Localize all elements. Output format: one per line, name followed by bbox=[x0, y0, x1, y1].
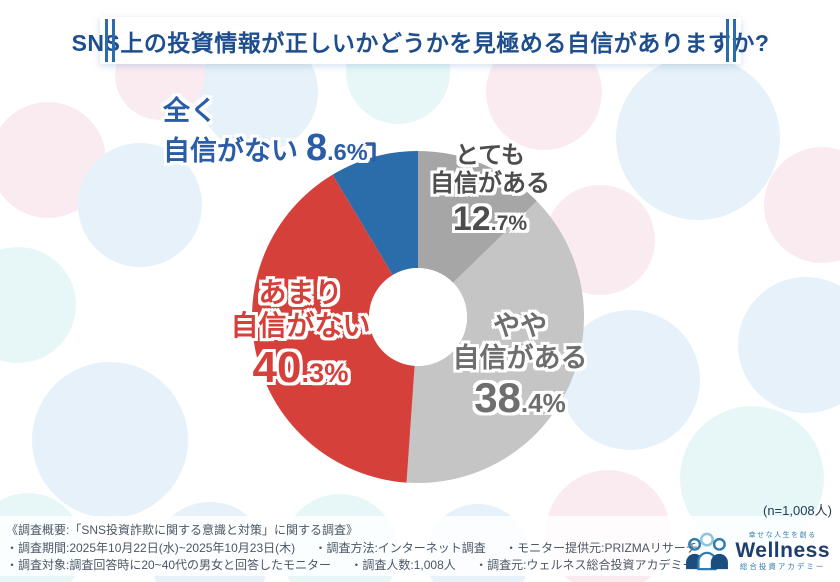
people-group-icon bbox=[686, 532, 729, 571]
survey-source: ・調査元:ウェルネス総合投資アカデミー bbox=[475, 558, 695, 572]
slice-label-line: あまり bbox=[258, 277, 343, 308]
slice-percent: 38.4% bbox=[474, 374, 566, 421]
survey-period: ・調査期間:2025年10月22日(水)~2025年10月23日(木) bbox=[6, 540, 296, 555]
survey-overview-line2: ・調査期間:2025年10月22日(水)~2025年10月23日(木) ・調査方… bbox=[6, 540, 714, 558]
slice-label-line: やや bbox=[493, 311, 547, 341]
background-circle bbox=[616, 56, 780, 220]
slice-label-yaya: やや 自信がある 38.4% bbox=[435, 310, 605, 427]
pie-slice-3 bbox=[332, 151, 418, 275]
background-circle bbox=[0, 247, 76, 363]
background-circle bbox=[0, 102, 106, 218]
slice-label-amari: あまり 自信がない 40.3% bbox=[213, 276, 388, 399]
leader-line-bracket bbox=[348, 142, 376, 162]
survey-method: ・調査方法:インターネット調査 bbox=[314, 540, 486, 555]
slice-percent: 8.6% bbox=[306, 127, 368, 169]
slice-label-totemo: とても 自信がある 12.7% bbox=[415, 142, 565, 245]
slice-label-mattaku: 全く 自信がない 8.6% bbox=[163, 95, 393, 173]
pie-slice-2 bbox=[252, 174, 415, 483]
slice-percent: 12.7% bbox=[452, 200, 528, 238]
survey-overview-line1: 《調査概要:「SNS投資詐欺に関する意識と対策」に関する調査》 bbox=[6, 523, 359, 537]
background-circle bbox=[32, 362, 188, 518]
sample-size-label: (n=1,008人) bbox=[762, 503, 832, 518]
background-circle bbox=[738, 277, 840, 413]
page-title: SNS上の投資情報が正しいかどうかを見極める自信がありますか? bbox=[71, 29, 770, 56]
logo-name: Wellness bbox=[735, 539, 830, 562]
survey-overview: 《調査概要:「SNS投資詐欺に関する意識と対策」に関する調査》 ・調査期間:20… bbox=[6, 522, 714, 575]
donut-hole bbox=[369, 268, 467, 366]
slice-label-line: 自信がある bbox=[430, 170, 550, 197]
slice-label-line: 自信がない bbox=[163, 136, 298, 166]
slice-label-line: 自信がある bbox=[452, 343, 588, 373]
slice-label-line: 自信がない bbox=[230, 310, 371, 341]
title-double-bar-right bbox=[726, 19, 736, 62]
donut-chart bbox=[252, 151, 584, 483]
slice-label-line: とても bbox=[454, 142, 526, 169]
title-banner: SNS上の投資情報が正しいかどうかを見極める自信がありますか? bbox=[72, 17, 769, 64]
monitor-provider: ・モニター提供元:PRIZMAリサーチ bbox=[505, 540, 698, 555]
slice-percent: 40.3% bbox=[252, 343, 349, 392]
slice-label-line: 全く bbox=[163, 96, 217, 126]
logo-text-block: 幸せな人生を創る Wellness 総合投資アカデミー bbox=[735, 531, 830, 571]
title-double-bar-left bbox=[105, 19, 115, 62]
logo-subtitle: 総合投資アカデミー bbox=[739, 562, 826, 571]
wellness-logo: 幸せな人生を創る Wellness 総合投資アカデミー bbox=[685, 531, 830, 571]
background-circle bbox=[764, 147, 840, 263]
survey-overview-line3: ・調査対象:調査回答時に20~40代の男女と回答したモニター ・調査人数:1,0… bbox=[6, 557, 714, 575]
survey-count: ・調査人数:1,008人 bbox=[350, 558, 456, 572]
pie-slice-0 bbox=[418, 151, 537, 283]
survey-target: ・調査対象:調査回答時に20~40代の男女と回答したモニター bbox=[6, 558, 332, 572]
pie-slice-1 bbox=[406, 201, 584, 483]
